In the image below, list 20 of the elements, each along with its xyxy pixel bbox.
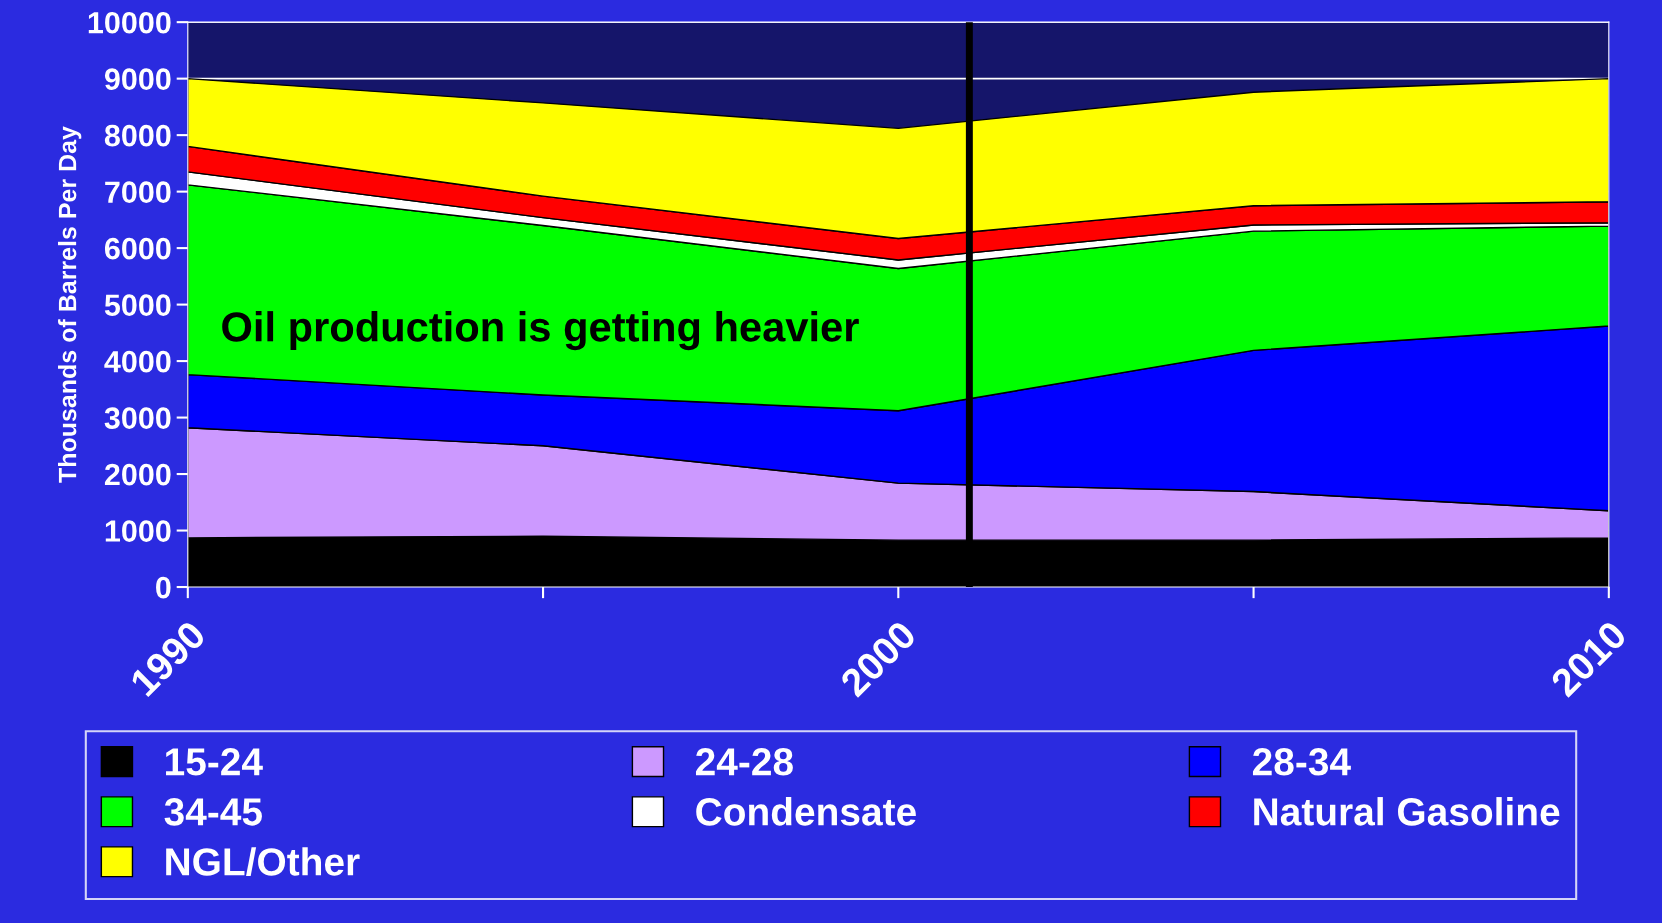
legend-label: 15-24 [166,748,263,776]
y-tick-label: 7000 [105,181,171,203]
y-tick-label: 8000 [104,124,171,147]
y-tick-label: 0 [156,576,171,599]
legend-label: NGL/Other [166,847,360,877]
y-tick-label: 5000 [104,294,171,316]
annotation: Oil production is getting heavier [222,311,859,351]
y-tick-label: 1000 [105,520,171,542]
y-tick-label: 6000 [104,237,171,260]
y-tick-label: 3000 [104,407,171,429]
y-tick-label: 9000 [104,68,171,91]
y-tick-label: 2000 [104,463,171,486]
y-axis-title: Thousands of Barrels Per Day [58,126,82,483]
legend-label: 24-28 [695,748,793,776]
y-tick-label: 4000 [104,350,171,373]
legend-label: Natural Gasoline [1254,797,1560,826]
legend-label: Condensate [696,797,916,826]
y-tick-label: 10000 [88,11,171,34]
legend-label: 28-34 [1252,748,1351,776]
legend-label: 34-45 [164,798,262,826]
